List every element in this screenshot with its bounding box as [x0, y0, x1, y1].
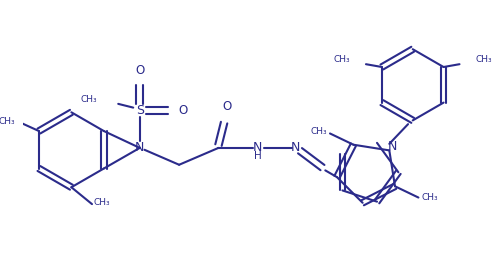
Text: N: N	[253, 141, 262, 154]
Text: S: S	[136, 104, 144, 117]
Text: CH₃: CH₃	[311, 127, 327, 136]
Text: CH₃: CH₃	[475, 55, 492, 64]
Text: O: O	[222, 100, 232, 113]
Text: CH₃: CH₃	[333, 55, 350, 64]
Text: CH₃: CH₃	[80, 95, 97, 104]
Text: N: N	[290, 141, 300, 154]
Text: CH₃: CH₃	[94, 198, 111, 207]
Text: O: O	[135, 64, 144, 77]
Text: N: N	[135, 141, 144, 154]
Text: N: N	[387, 140, 397, 153]
Text: O: O	[178, 104, 188, 117]
Text: CH₃: CH₃	[0, 117, 15, 126]
Text: CH₃: CH₃	[421, 193, 438, 202]
Text: H: H	[254, 151, 262, 161]
